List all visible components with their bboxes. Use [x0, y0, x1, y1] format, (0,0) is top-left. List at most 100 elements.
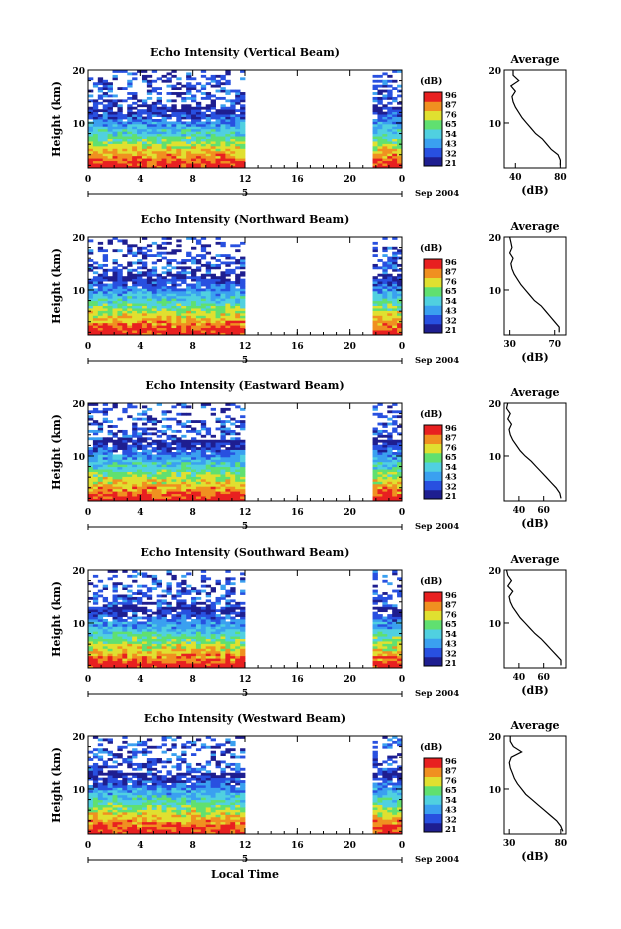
heatmap-cell [200, 631, 207, 635]
heatmap-cell [377, 145, 383, 149]
heatmap-cell [122, 116, 128, 120]
heatmap-cell [156, 447, 162, 450]
heatmap-cell [235, 606, 241, 610]
heatmap-cell [107, 160, 113, 164]
heatmap-cell [132, 660, 138, 664]
heatmap-cell [372, 293, 378, 297]
heatmap-cell [127, 332, 133, 336]
heatmap-cell [186, 478, 192, 482]
heatmap-cell [88, 114, 94, 117]
heatmap-cell [132, 439, 138, 443]
heatmap-cell [372, 643, 378, 647]
heatmap-cell [392, 141, 398, 144]
heatmap-cell [200, 574, 207, 578]
heatmap-cell [382, 312, 388, 316]
heatmap-cell [112, 626, 118, 630]
heatmap-cell [240, 121, 246, 125]
heatmap-cell [146, 128, 153, 132]
heatmap-cell [220, 483, 226, 487]
heatmap-cell [156, 308, 162, 311]
heatmap-cell [382, 452, 388, 455]
heatmap-cell [146, 123, 153, 127]
heatmap-cell [127, 447, 133, 450]
heatmap-cell [122, 452, 128, 455]
heatmap-cell [191, 158, 197, 162]
heatmap-cell [122, 131, 128, 135]
heatmap-cell [200, 650, 207, 654]
heatmap-cell [181, 148, 187, 152]
heatmap-cell [240, 628, 246, 632]
heatmap-cell [161, 293, 167, 297]
heatmap-cell [225, 663, 231, 666]
heatmap-cell [107, 471, 113, 475]
heatmap-cell [117, 290, 123, 294]
heatmap-cell [161, 614, 167, 617]
heatmap-cell [132, 163, 138, 166]
heatmap-cell [107, 133, 113, 137]
heatmap-cell [210, 114, 216, 117]
heatmap-cell [235, 425, 241, 428]
heatmap-cell [397, 461, 403, 465]
heatmap-cell [181, 582, 187, 586]
heatmap-cell [186, 444, 192, 448]
heatmap-cell [200, 141, 207, 144]
heatmap-cell [117, 325, 123, 329]
heatmap-cell [215, 114, 221, 117]
heatmap-cell [146, 92, 153, 95]
heatmap-cell [132, 616, 138, 620]
heatmap-cell [230, 604, 236, 608]
heatmap-cell [372, 474, 378, 477]
heatmap-cell [137, 474, 143, 477]
heatmap-cell [156, 633, 162, 637]
avg-x-tick-label: 70 [548, 340, 561, 350]
heatmap-cell [117, 417, 123, 421]
heatmap-cell [181, 606, 187, 610]
heatmap-cell [92, 614, 99, 617]
heatmap-cell [176, 491, 182, 495]
heatmap-cell [191, 633, 197, 637]
heatmap-cell [156, 153, 162, 157]
heatmap-cell [97, 300, 104, 304]
heatmap-cell [166, 449, 172, 453]
heatmap-cell [176, 623, 182, 627]
colorbar-swatch [424, 272, 442, 279]
heatmap-cell [215, 616, 221, 620]
heatmap-cell [181, 444, 187, 448]
heatmap-cell [372, 650, 378, 654]
heatmap-cell [215, 493, 221, 497]
heatmap-cell [377, 92, 383, 95]
heatmap-cell [230, 655, 236, 659]
heatmap-cell [392, 106, 398, 110]
heatmap-cell [132, 317, 138, 321]
heatmap-cell [382, 469, 388, 472]
heatmap-cell [132, 300, 138, 304]
heatmap-cell [220, 332, 226, 336]
heatmap-cell [387, 278, 393, 282]
avg-y-tick-label: 20 [488, 400, 501, 410]
heatmap-cell [122, 295, 128, 299]
avg-y-tick-label: 20 [488, 67, 501, 77]
heatmap-cell [372, 616, 378, 620]
heatmap-cell [225, 254, 231, 257]
heatmap-cell [235, 464, 241, 468]
heatmap-cell [397, 650, 403, 654]
heatmap-cell [97, 631, 104, 635]
heatmap-cell [181, 123, 187, 127]
heatmap-cell [166, 491, 172, 495]
y-tick-label: 10 [72, 120, 85, 130]
heatmap-cell [181, 447, 187, 450]
heatmap-cell [132, 131, 138, 135]
heatmap-cell [122, 300, 128, 304]
heatmap-cell [210, 616, 216, 620]
heatmap-cell [176, 498, 182, 502]
heatmap-cell [117, 447, 123, 450]
heatmap-cell [235, 158, 241, 162]
heatmap-cell [161, 295, 167, 299]
heatmap-cell [166, 587, 172, 590]
heatmap-cell [372, 249, 378, 253]
heatmap-cell [382, 638, 388, 642]
heatmap-cell [97, 273, 104, 277]
heatmap-cell [146, 317, 153, 321]
heatmap-cell [181, 121, 187, 125]
heatmap-cell [225, 601, 231, 605]
